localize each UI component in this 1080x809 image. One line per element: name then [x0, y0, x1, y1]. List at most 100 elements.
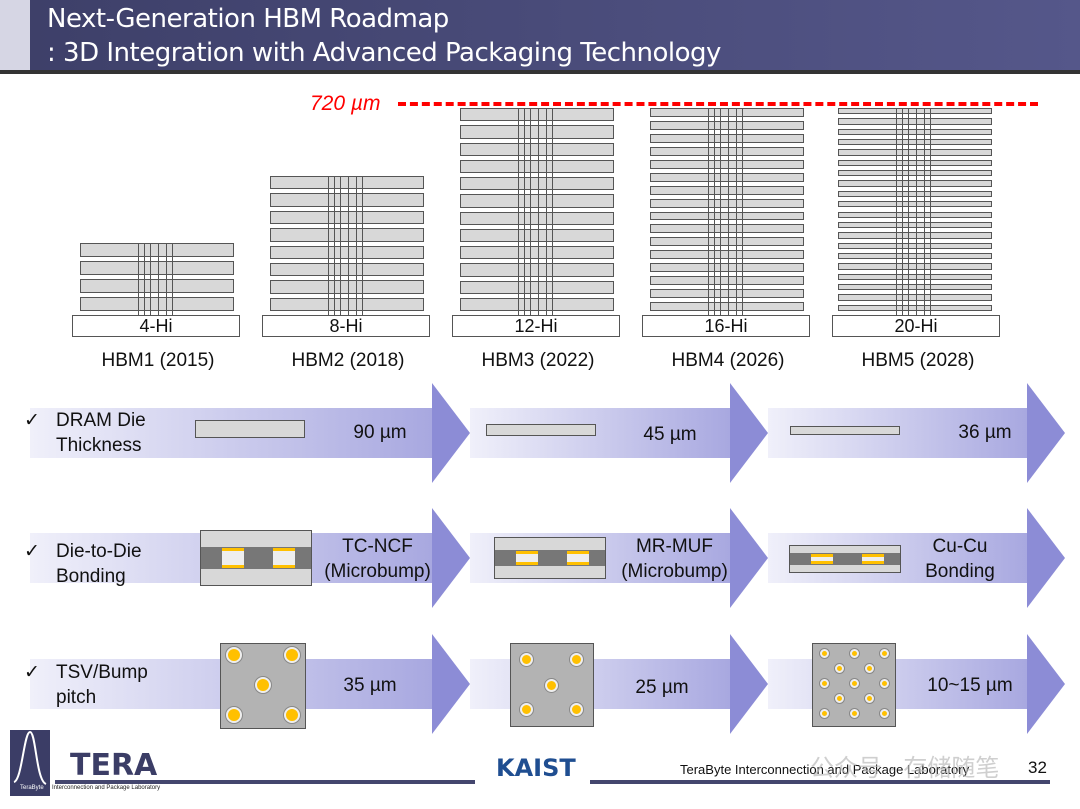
stack-base-label: 20-Hi [832, 315, 1000, 337]
dram-die [80, 261, 234, 275]
bump-dot-icon [834, 663, 844, 673]
dram-die [270, 245, 424, 259]
dram-die [460, 108, 614, 122]
bump-dot-icon [226, 707, 242, 723]
lab-name: TeraByte Interconnection and Package Lab… [680, 762, 970, 777]
tsv [546, 108, 547, 315]
bump-dot-icon [255, 677, 271, 693]
tsv [166, 243, 167, 315]
bump-dot-icon [569, 652, 583, 666]
kaist-logo: KAIST [496, 754, 576, 782]
bump-dot-icon [879, 648, 889, 658]
watermark: 公众号 · 存储随笔 [810, 755, 1000, 782]
stack-base-label: 16-Hi [642, 315, 810, 337]
microbump-icon [811, 554, 834, 564]
bump-dot-icon [879, 678, 889, 688]
die-thickness-icon [790, 426, 900, 435]
bump-dot-icon [819, 708, 829, 718]
dram-die [460, 125, 614, 139]
tsv [328, 176, 329, 315]
dram-die [460, 177, 614, 191]
bonding-type: MR-MUF (Microbump) [621, 536, 728, 582]
progression-arrow [768, 634, 1065, 734]
slide-subtitle: : 3D Integration with Advanced Packaging… [47, 38, 721, 68]
dram-die [460, 280, 614, 294]
tera-logo-text: TERA [70, 748, 158, 783]
dram-die [270, 210, 424, 225]
bump-dot-icon [864, 663, 874, 673]
dram-die [838, 108, 992, 115]
title-bar [0, 0, 1080, 74]
dram-die [650, 159, 804, 169]
bump-dot-icon [519, 702, 533, 716]
bump-dot-icon [819, 648, 829, 658]
pitch-value: 35 µm [343, 675, 397, 696]
dram-die [270, 176, 424, 190]
dram-die [838, 180, 992, 187]
page-number: 32 [1028, 758, 1047, 777]
thickness-value: 36 µm [958, 422, 1012, 443]
dram-die [80, 297, 234, 311]
title-accent-strip [0, 0, 30, 72]
dram-die [80, 243, 234, 257]
dram-die [650, 185, 804, 195]
bump-dot-icon [864, 693, 874, 703]
microbump-icon [566, 550, 589, 566]
tera-logo-mark [10, 730, 50, 796]
bump-dot-icon [226, 647, 242, 663]
stack-base-label: 4-Hi [72, 315, 240, 337]
microbump-icon [272, 548, 295, 568]
microbump-icon [516, 550, 539, 566]
dram-die [838, 294, 992, 301]
dram-die [460, 211, 614, 225]
dram-die [838, 170, 992, 177]
tsv [172, 243, 173, 315]
dram-die [838, 221, 992, 229]
dram-die [650, 108, 804, 117]
dram-die [270, 262, 424, 277]
dram-die [650, 250, 804, 260]
tsv [538, 108, 539, 315]
tsv [348, 176, 349, 315]
check-icon: ✓ [24, 541, 40, 562]
footer-rule [55, 780, 475, 784]
microbump-icon [861, 554, 884, 564]
bump-dot-icon [849, 648, 859, 658]
dram-die [838, 190, 992, 198]
pitch-value: 25 µm [635, 677, 689, 698]
tsv [930, 108, 931, 315]
thickness-value: 45 µm [643, 424, 697, 445]
stack-base-label: 12-Hi [452, 315, 620, 337]
dram-die [838, 242, 992, 249]
bonding-type: Cu-Cu Bonding [925, 536, 995, 582]
tsv [144, 243, 145, 315]
check-icon: ✓ [24, 662, 40, 683]
tsv [708, 108, 709, 315]
dram-die [650, 302, 804, 311]
dram-die [838, 263, 992, 270]
dram-die [460, 246, 614, 260]
tsv [362, 176, 363, 315]
bump-dot-icon [849, 708, 859, 718]
dram-die [270, 280, 424, 294]
height-limit-label: 720 µm [310, 92, 381, 115]
dram-die [838, 252, 992, 260]
tsv [902, 108, 903, 315]
dram-die [650, 263, 804, 273]
dram-die [838, 201, 992, 208]
dram-die [650, 198, 804, 208]
dram-die [460, 228, 614, 242]
slide-title: Next-Generation HBM Roadmap [47, 4, 449, 34]
footer-rule [590, 780, 1050, 784]
dram-die [460, 142, 614, 156]
bump-dot-icon [544, 678, 558, 692]
tsv [896, 108, 897, 315]
dram-die [460, 297, 614, 311]
dram-die [838, 273, 992, 280]
dram-die [650, 289, 804, 299]
bump-dot-icon [849, 678, 859, 688]
dram-die [650, 224, 804, 234]
dram-die [650, 172, 804, 182]
die-thickness-icon [195, 420, 305, 438]
tsv [552, 108, 553, 315]
